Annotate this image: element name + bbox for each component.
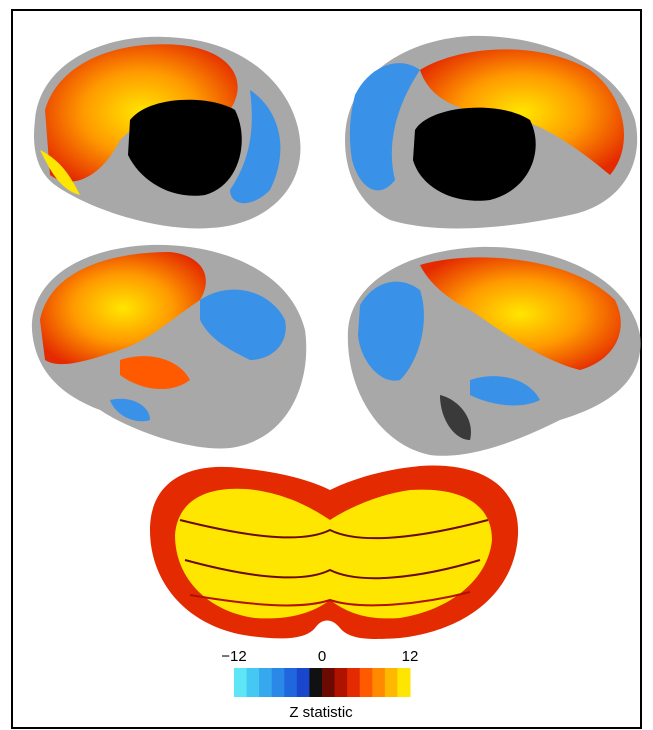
colorbar-segment <box>259 668 272 697</box>
colorbar-segment <box>360 668 373 697</box>
colorbar-segment <box>347 668 360 697</box>
colorbar-segment <box>372 668 385 697</box>
colorbar-segment <box>385 668 398 697</box>
colorbar-segment <box>297 668 310 697</box>
figure: −12 0 12 Z statistic <box>0 0 653 730</box>
colorbar-segment <box>247 668 260 697</box>
colorbar-segment <box>234 668 247 697</box>
colorbar-tick-label: 12 <box>402 648 419 665</box>
colorbar-segment <box>284 668 297 697</box>
colorbar-segment <box>272 668 285 697</box>
colorbar-tick-label: 0 <box>318 648 326 665</box>
cerebellum <box>150 466 518 639</box>
colorbar-label: Z statistic <box>289 704 353 721</box>
colorbar-segment <box>397 668 410 697</box>
colorbar-segment <box>309 668 322 697</box>
colorbar-tick-label: −12 <box>221 648 246 665</box>
colorbar-segment <box>335 668 348 697</box>
page: −12012 Z statistic (() => { const data =… <box>0 0 653 730</box>
colorbar-segment <box>322 668 335 697</box>
